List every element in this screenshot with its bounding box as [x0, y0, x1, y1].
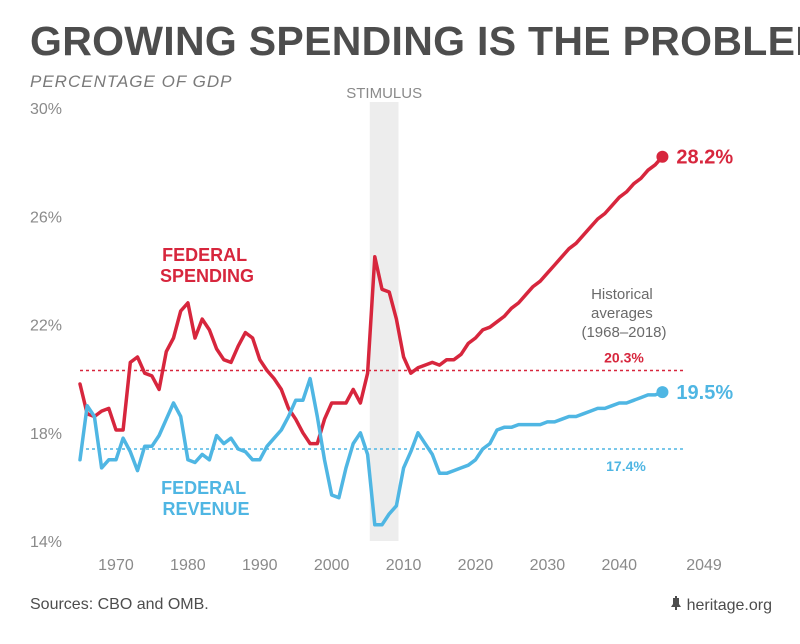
- revenue-average-label: 17.4%: [606, 458, 646, 474]
- revenue-end-point: [656, 386, 669, 399]
- sources-note: Sources: CBO and OMB.: [30, 596, 209, 613]
- x-tick-label: 2049: [686, 557, 722, 574]
- liberty-bell-icon: [670, 596, 682, 615]
- chart-title: GROWING SPENDING IS THE PROBLEM: [30, 18, 800, 64]
- spending-name-line-1: FEDERAL: [162, 245, 247, 265]
- spending-average-label: 20.3%: [604, 350, 644, 366]
- brand-link[interactable]: heritage.org: [686, 596, 772, 614]
- revenue-name-line-2: REVENUE: [162, 499, 249, 519]
- spending-end-point: [656, 150, 669, 163]
- x-tick-label: 2010: [386, 557, 422, 574]
- historical-averages-line-3: (1968–2018): [581, 324, 666, 341]
- spending-series-line: [78, 154, 665, 446]
- spending-end-label: 28.2%: [676, 147, 733, 169]
- x-tick-label: 1980: [170, 557, 206, 574]
- revenue-name-line-1: FEDERAL: [161, 478, 246, 498]
- historical-averages-label: Historical averages (1968–2018): [581, 286, 666, 341]
- revenue-series-line: [78, 376, 665, 527]
- stimulus-shaded-region: [369, 102, 399, 541]
- spending-series-name: FEDERAL SPENDING: [160, 245, 254, 286]
- y-tick-label: 26%: [30, 209, 62, 226]
- x-tick-label: 2000: [314, 557, 350, 574]
- stimulus-label: STIMULUS: [346, 85, 422, 102]
- x-tick-label: 2030: [530, 557, 566, 574]
- x-tick-label: 1970: [98, 557, 134, 574]
- spending-name-line-2: SPENDING: [160, 266, 254, 286]
- historical-averages-line-2: averages: [591, 305, 653, 322]
- x-tick-label: 2020: [458, 557, 494, 574]
- x-tick-label: 2040: [601, 557, 637, 574]
- brand-footer[interactable]: heritage.org: [670, 596, 772, 615]
- revenue-series-name: FEDERAL REVENUE: [161, 478, 251, 519]
- chart-subtitle: PERCENTAGE OF GDP: [30, 72, 233, 91]
- y-tick-label: 14%: [30, 534, 62, 551]
- y-tick-label: 18%: [30, 426, 62, 443]
- historical-averages-line-1: Historical: [591, 286, 653, 303]
- x-tick-label: 1990: [242, 557, 278, 574]
- y-tick-label: 30%: [30, 101, 62, 118]
- y-tick-label: 22%: [30, 318, 62, 335]
- revenue-end-label: 19.5%: [676, 382, 733, 404]
